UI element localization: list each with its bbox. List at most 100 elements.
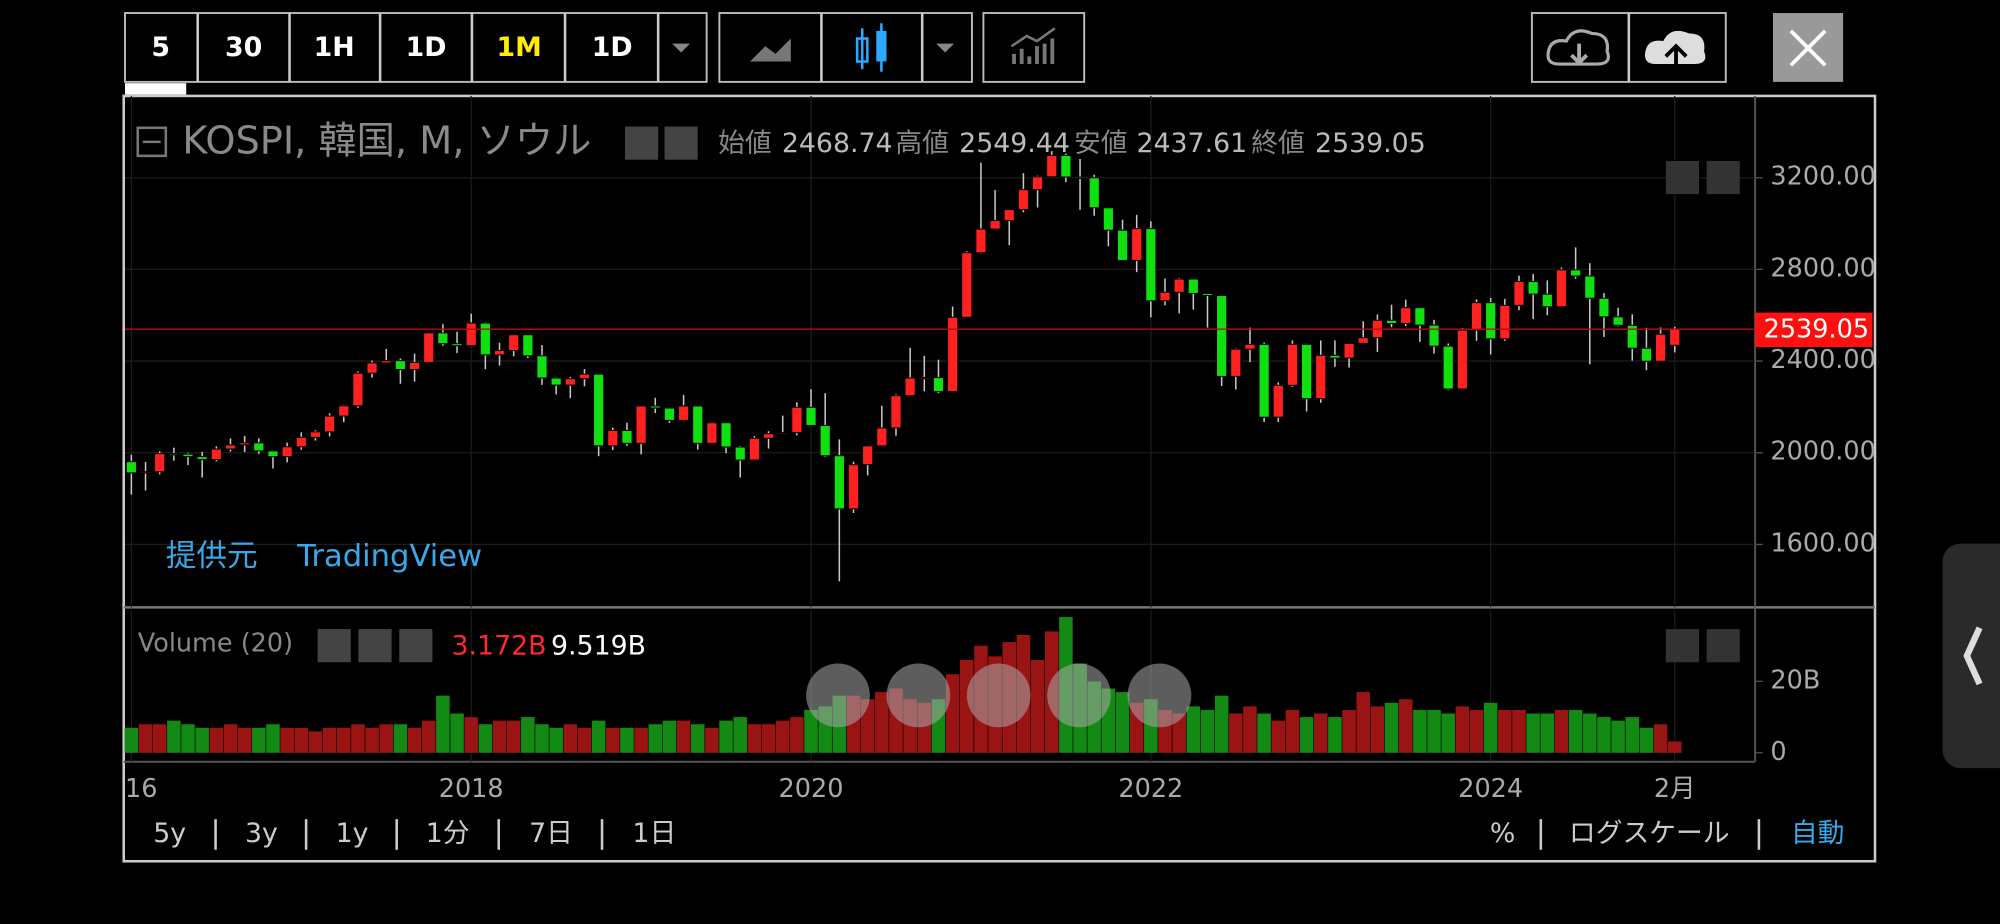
candle-body xyxy=(168,453,180,456)
percent-toggle[interactable]: % xyxy=(1490,818,1515,849)
interval-button[interactable]: 30 xyxy=(225,32,262,63)
scale-button[interactable] xyxy=(1665,160,1699,195)
volume-bar xyxy=(365,727,379,753)
volume-bar xyxy=(223,724,238,753)
scroll-indicator xyxy=(125,83,187,95)
candle-body xyxy=(932,377,945,393)
nav-left[interactable] xyxy=(806,663,870,728)
volume-bar xyxy=(733,717,747,753)
volume-bar xyxy=(1512,709,1526,753)
cloud-download-icon[interactable] xyxy=(1546,29,1611,66)
interval-button[interactable]: 1D xyxy=(592,32,633,63)
candle-body xyxy=(1400,307,1412,324)
interval-button[interactable]: 5 xyxy=(151,32,170,63)
attribution[interactable]: 提供元 xyxy=(166,539,258,574)
auto-scale-toggle[interactable]: 自動 xyxy=(1791,818,1845,849)
nav-zoom-out[interactable] xyxy=(886,663,951,728)
dropdown-arrow[interactable] xyxy=(672,43,691,53)
candle-body xyxy=(805,406,817,426)
candle-body xyxy=(323,415,336,433)
candle-body xyxy=(635,405,647,444)
collapse-icon[interactable] xyxy=(136,126,168,158)
volume-bar xyxy=(705,727,719,753)
close-button[interactable] xyxy=(1772,13,1844,82)
candle-body xyxy=(1428,324,1440,347)
interval-button[interactable]: 1D xyxy=(406,32,447,63)
volume-bar xyxy=(195,727,209,753)
candle-body xyxy=(154,453,166,473)
volume-bar xyxy=(1583,713,1597,753)
side-tab[interactable] xyxy=(1942,543,2000,769)
nav-right[interactable] xyxy=(1127,663,1192,728)
interval-toolbar: 5 30 1H 1D 1M 1D xyxy=(124,12,708,83)
eye-icon[interactable] xyxy=(625,126,659,160)
volume-bar xyxy=(478,724,493,753)
candle-body xyxy=(210,448,222,461)
candle-body xyxy=(1300,343,1313,400)
scale-button[interactable] xyxy=(1706,629,1740,663)
volume-bar xyxy=(521,717,535,753)
side-tab-bg[interactable] xyxy=(1942,543,2000,769)
candle-body xyxy=(1102,207,1114,231)
candle-body xyxy=(1201,292,1214,297)
volume-bar xyxy=(606,727,620,753)
settings-icon[interactable] xyxy=(358,629,392,663)
candle-body xyxy=(380,360,392,364)
marks-layer: 3200.00 2800.00 2400.00 2000.00 1600.00 20B 0 1… xyxy=(124,151,1876,804)
candle-body xyxy=(1669,328,1681,346)
volume-bar xyxy=(1314,713,1328,753)
candle-body xyxy=(508,334,520,352)
volume-bar xyxy=(790,717,804,753)
candle-body xyxy=(1286,343,1299,386)
eye-icon[interactable] xyxy=(317,629,351,663)
range-button[interactable]: 5y xyxy=(153,818,186,849)
volume-bar xyxy=(620,727,634,753)
candle-body xyxy=(224,444,237,450)
dropdown-arrow[interactable] xyxy=(936,43,955,53)
volume-bar xyxy=(1540,713,1555,753)
scale-button[interactable] xyxy=(1706,160,1740,195)
volume-bar xyxy=(506,720,521,753)
range-button[interactable]: 1y xyxy=(336,818,369,849)
candle-icon[interactable] xyxy=(855,23,887,72)
log-scale-toggle[interactable]: ログスケール xyxy=(1569,818,1730,849)
volume-bar xyxy=(266,724,280,753)
interval-button[interactable]: 1H xyxy=(314,32,355,63)
volume-bar xyxy=(1342,709,1356,753)
volume-bar xyxy=(875,692,889,753)
candle-body xyxy=(762,433,775,439)
range-button[interactable]: 3y xyxy=(245,818,278,849)
attribution-link[interactable]: TradingView xyxy=(296,539,482,574)
ohlc-value: 2539.05 xyxy=(1315,128,1426,159)
volume-bar xyxy=(1441,713,1455,753)
candle-body xyxy=(918,377,930,380)
indicator-icon-line xyxy=(1010,27,1056,48)
scale-button[interactable] xyxy=(1665,629,1699,663)
style-toolbar xyxy=(718,12,973,83)
nav-zoom-in[interactable] xyxy=(1047,663,1111,728)
settings-icon[interactable] xyxy=(664,126,698,160)
candle-body xyxy=(777,432,789,435)
range-button[interactable]: 1分 xyxy=(426,818,470,849)
candle-body xyxy=(1612,316,1624,326)
interval-button-active[interactable]: 1M xyxy=(496,32,541,63)
nav-reset[interactable] xyxy=(966,663,1031,728)
candle-body xyxy=(564,378,576,386)
remove-icon[interactable] xyxy=(399,629,433,663)
volume-bar xyxy=(1200,709,1215,753)
candle-body xyxy=(493,350,506,356)
range-button[interactable]: 1日 xyxy=(632,818,676,849)
candle-body xyxy=(1258,343,1270,418)
volume-bar xyxy=(1611,720,1625,753)
y-tick-label: 1600.00 xyxy=(1770,528,1875,558)
y-tick-label: 2000.00 xyxy=(1770,437,1875,467)
candle-body xyxy=(947,316,959,393)
indicator-icon[interactable] xyxy=(1012,38,1055,65)
candle-body xyxy=(1329,354,1341,359)
chart-frame xyxy=(122,94,1877,863)
candle-body xyxy=(890,395,902,429)
range-button[interactable]: 7日 xyxy=(529,818,573,849)
volume-bar xyxy=(648,724,663,753)
x-tick-label: 2020 xyxy=(779,774,844,804)
x-tick-label: 2月 xyxy=(1654,774,1696,804)
